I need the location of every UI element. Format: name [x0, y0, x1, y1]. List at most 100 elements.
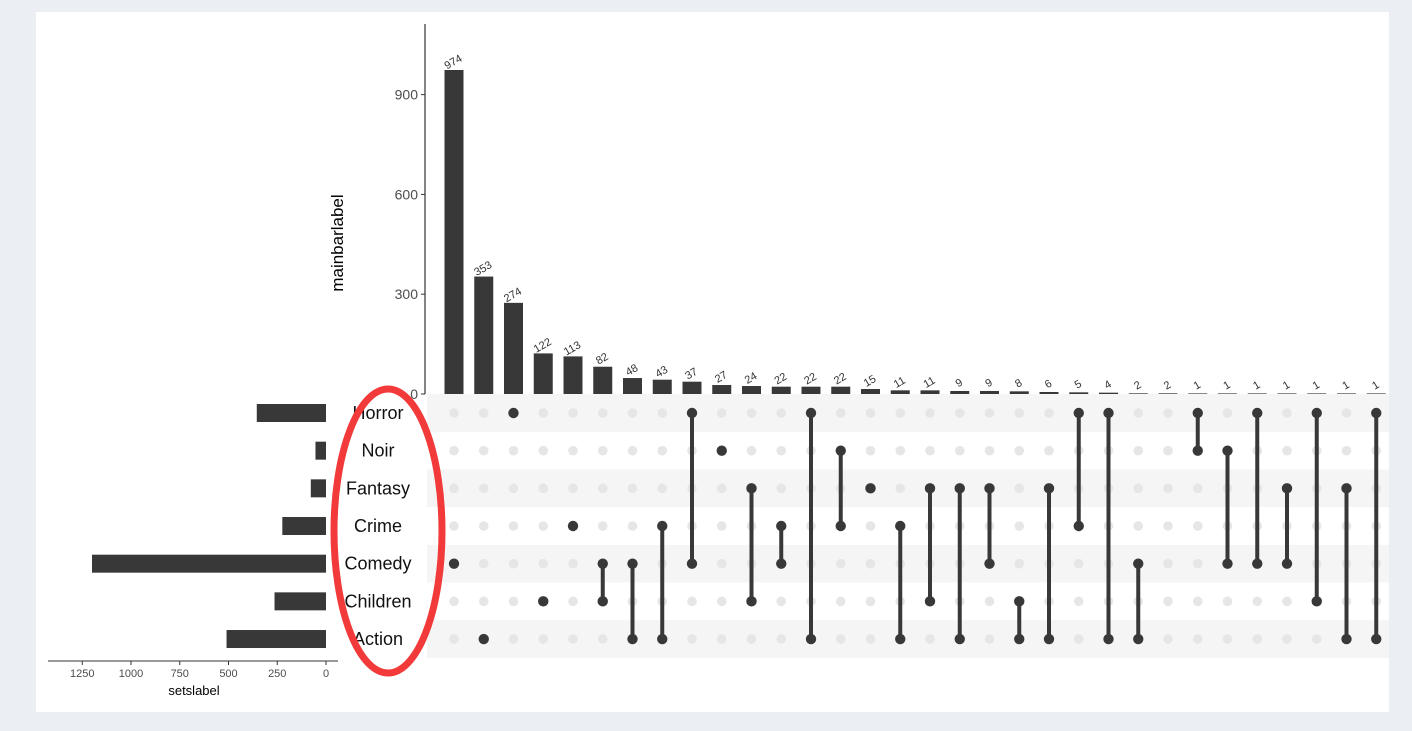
- bar-value-label: 9: [983, 377, 994, 390]
- matrix-dot-off: [1163, 596, 1173, 607]
- matrix-dot-on: [686, 407, 698, 419]
- matrix-dot-off: [478, 596, 489, 607]
- matrix-dot-off: [1282, 634, 1292, 644]
- matrix-dot-off: [716, 634, 727, 644]
- matrix-dot-off: [1073, 596, 1084, 607]
- matrix-dot-off: [449, 596, 459, 607]
- set-axis-tick-label: 0: [323, 668, 329, 680]
- bar-value-label: 1: [1192, 379, 1203, 392]
- bar-value-label: 37: [683, 366, 700, 383]
- matrix-dot-off: [865, 445, 876, 456]
- matrix-dot-off: [478, 483, 489, 494]
- matrix-dot-off: [508, 634, 519, 644]
- matrix-dot-off: [478, 558, 489, 569]
- matrix-dot-on: [835, 445, 846, 456]
- set-label: Comedy: [344, 554, 411, 574]
- matrix-dot-off: [865, 408, 876, 418]
- matrix-dot-on: [805, 407, 817, 419]
- bar-value-label: 274: [502, 285, 524, 305]
- matrix-dot-off: [538, 483, 549, 494]
- matrix-dot-off: [925, 408, 935, 418]
- matrix-dot-off: [1073, 634, 1084, 644]
- matrix-dot-on: [1341, 483, 1352, 494]
- matrix-dot-off: [1163, 445, 1173, 456]
- matrix-dot-on: [984, 558, 995, 569]
- matrix-dot-off: [1192, 596, 1203, 607]
- bar-value-label: 43: [653, 364, 670, 381]
- intersection-bar: [1247, 393, 1267, 394]
- bar-value-label: 1: [1251, 379, 1262, 392]
- matrix-dot-on: [1311, 596, 1322, 607]
- matrix-dot-off: [568, 558, 578, 569]
- bar-value-label: 15: [862, 373, 879, 390]
- matrix-dot-off: [1133, 483, 1144, 494]
- matrix-dot-off: [597, 634, 608, 644]
- set-axis-title: setslabel: [168, 683, 219, 698]
- matrix-dot-off: [1014, 521, 1025, 531]
- matrix-dot-off: [746, 408, 757, 418]
- matrix-dot-on: [776, 558, 787, 569]
- matrix-dot-off: [776, 408, 787, 418]
- matrix-dot-off: [1282, 596, 1292, 607]
- matrix-dot-off: [478, 408, 489, 418]
- matrix-dot-off: [895, 408, 906, 418]
- intersection-bar: [1069, 392, 1089, 394]
- set-label: Fantasy: [346, 478, 410, 498]
- bar-value-label: 22: [802, 371, 819, 388]
- intersection-bar: [980, 391, 999, 394]
- intersection-bar: [1039, 392, 1059, 394]
- matrix-dot-off: [538, 521, 549, 531]
- matrix-dot-off: [835, 596, 846, 607]
- matrix-dot-on: [835, 520, 846, 532]
- matrix-dot-off: [835, 634, 846, 644]
- intersection-bar: [533, 353, 553, 394]
- intersection-bar: [563, 356, 583, 394]
- set-axis-tick-label: 500: [219, 668, 237, 680]
- intersection-bar: [623, 378, 642, 394]
- intersection-bar: [593, 366, 613, 394]
- set-size-bar: [274, 592, 326, 611]
- matrix-dot-off: [538, 408, 549, 418]
- matrix-dot-on: [805, 633, 817, 645]
- matrix-dot-off: [478, 445, 489, 456]
- matrix-dot-off: [1163, 521, 1173, 531]
- matrix-dot-off: [1252, 634, 1263, 644]
- y-tick-label: 600: [395, 186, 419, 202]
- highlight-ellipse: [330, 385, 446, 677]
- intersection-bar: [444, 70, 464, 394]
- matrix-dot-on: [538, 596, 549, 607]
- bar-value-label: 22: [772, 371, 789, 388]
- matrix-dot-off: [568, 408, 578, 418]
- intersection-bar: [1277, 393, 1297, 394]
- intersection-bar: [1099, 392, 1118, 394]
- set-label: Action: [353, 629, 403, 649]
- matrix-dot-on: [1014, 633, 1025, 645]
- matrix-dot-on: [1371, 633, 1382, 645]
- intersection-bar: [1188, 393, 1208, 394]
- matrix-dot-off: [776, 596, 787, 607]
- intersection-bar: [504, 302, 523, 394]
- matrix-dot-off: [776, 634, 787, 644]
- matrix-dot-on: [1252, 558, 1263, 569]
- set-axis-tick-label: 250: [268, 668, 286, 680]
- matrix-dot-off: [895, 445, 906, 456]
- matrix-dot-on: [597, 596, 608, 607]
- matrix-dot-off: [776, 483, 787, 494]
- matrix-dot-on: [1341, 633, 1352, 645]
- bar-value-label: 974: [443, 53, 465, 73]
- matrix-dot-off: [1192, 558, 1203, 569]
- intersection-bar: [712, 385, 732, 394]
- matrix-dot-off: [508, 596, 519, 607]
- y-tick-label: 0: [410, 386, 418, 402]
- matrix-dot-off: [449, 445, 459, 456]
- intersection-bar: [1307, 393, 1327, 394]
- matrix-dot-on: [508, 407, 519, 419]
- matrix-dot-off: [954, 445, 965, 456]
- matrix-dot-on: [448, 558, 460, 569]
- intersection-bar: [1009, 391, 1029, 394]
- set-size-bar: [282, 517, 326, 536]
- matrix-dot-on: [746, 596, 757, 607]
- matrix-dot-off: [1282, 445, 1292, 456]
- matrix-dot-off: [657, 408, 668, 418]
- set-axis-tick-label: 1250: [70, 668, 94, 680]
